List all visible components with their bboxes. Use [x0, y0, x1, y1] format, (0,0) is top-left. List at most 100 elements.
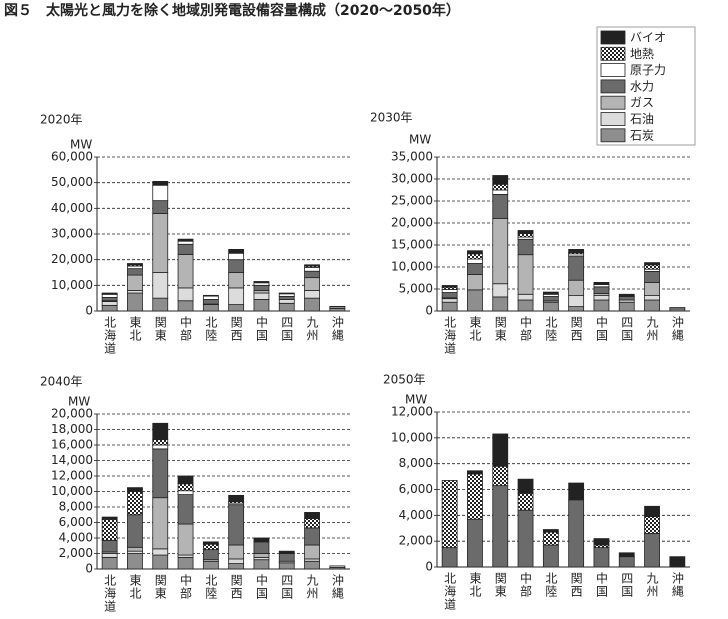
legend-swatch: [600, 46, 626, 61]
bar-segment: [441, 547, 458, 568]
y-tick-label: 50,000: [51, 175, 93, 189]
bar-segment: [228, 272, 245, 289]
bar-segment: [517, 230, 534, 234]
y-tick-label: 2,000: [399, 534, 433, 548]
bar-segment: [568, 306, 585, 312]
bar-segment: [593, 538, 610, 546]
x-tick-label: 沖縄: [670, 572, 684, 598]
x-tick-label: 東北: [128, 316, 142, 342]
bar-segment: [177, 287, 194, 302]
bar-segment: [101, 293, 118, 298]
x-tick-label: 関東: [493, 572, 507, 598]
y-tick-label: 16,000: [51, 438, 93, 452]
bar-segment: [304, 270, 320, 279]
y-tick-label: 25,000: [391, 194, 433, 208]
bar-segment: [618, 293, 635, 297]
bar-segment: [228, 287, 245, 305]
y-axis-label: MW: [70, 138, 92, 152]
x-tick-label: 中部: [179, 315, 193, 342]
bar-segment: [644, 516, 660, 534]
y-axis-label: MW: [405, 393, 427, 407]
bar-segment: [517, 299, 534, 312]
bar-segment: [593, 547, 610, 568]
x-tick-label: 中国: [254, 315, 268, 342]
bar-segment: [492, 175, 509, 185]
y-tick-label: 60,000: [51, 150, 93, 164]
figure-title: 図５ 太陽光と風力を除く地域別発電設備容量構成（2020〜2050年）: [4, 2, 460, 19]
bar-segment: [127, 263, 143, 266]
bar-segment: [101, 539, 118, 553]
bar-segment: [517, 293, 534, 301]
bar-segment: [177, 523, 194, 556]
bar-segment: [618, 552, 635, 558]
y-tick-label: 14,000: [51, 453, 93, 467]
bar-segment: [644, 533, 660, 568]
bar-segment: [177, 494, 194, 525]
bar-segment: [101, 516, 118, 520]
bar-segment: [593, 295, 610, 301]
x-tick-label: 中部: [519, 315, 533, 342]
bar-segment: [177, 243, 194, 255]
bar-segment: [517, 509, 534, 568]
y-tick-label: 40,000: [51, 201, 93, 215]
bar-segment: [101, 292, 118, 295]
bar-segment: [492, 189, 509, 195]
x-tick-label: 東北: [468, 316, 482, 342]
bar-segment: [441, 285, 458, 288]
x-tick-label: 中国: [594, 571, 608, 598]
bar-segment: [152, 548, 169, 556]
bar-segment: [593, 281, 610, 285]
bar-segment: [304, 544, 320, 560]
panel-title: 2030年: [370, 111, 413, 125]
bar-segment: [441, 480, 458, 549]
bar-segment: [152, 213, 169, 273]
bar-segment: [177, 556, 194, 570]
x-tick-label: 四国: [280, 574, 294, 600]
bar-segment: [304, 266, 320, 272]
bar-segment: [152, 184, 169, 202]
bar-segment: [202, 541, 219, 545]
y-tick-label: 4,000: [399, 508, 433, 522]
bar-segment: [228, 248, 245, 254]
bar-segment: [152, 272, 169, 299]
bar-segment: [542, 301, 559, 312]
panel-title: 2050年: [383, 373, 426, 387]
bar-segment: [101, 301, 118, 306]
bar-segment: [644, 281, 660, 296]
bar-segment: [517, 492, 534, 511]
bar-segment: [127, 268, 143, 276]
bar-segment: [127, 553, 143, 570]
legend-label: ガス: [630, 96, 654, 110]
panel-title: 2040年: [40, 375, 83, 389]
bar-segment: [492, 433, 509, 467]
bar-segment: [568, 248, 585, 253]
bar-segment: [202, 560, 219, 570]
x-tick-label: 北海道: [103, 316, 117, 355]
bar-segment: [467, 253, 483, 260]
y-tick-label: 20,000: [391, 216, 433, 230]
bar-segment: [177, 240, 194, 245]
y-tick-label: 8,000: [59, 500, 93, 514]
x-tick-label: 関東: [493, 316, 507, 342]
y-tick-label: 20,000: [51, 407, 93, 421]
bar-segment: [618, 301, 635, 312]
x-tick-label: 九州: [305, 574, 319, 600]
legend-label: 石油: [630, 112, 654, 126]
legend-label: 原子力: [630, 63, 666, 77]
x-tick-label: 関西: [569, 572, 583, 598]
bar-segment: [177, 254, 194, 289]
bar-segment: [278, 292, 295, 295]
bar-segment: [202, 543, 219, 551]
bar-segment: [127, 514, 143, 548]
bar-segment: [441, 289, 458, 293]
x-tick-label: 中国: [254, 573, 268, 600]
bar-segment: [177, 490, 194, 496]
bar-segment: [278, 295, 295, 300]
bar-segment: [568, 295, 585, 308]
bar-segment: [568, 482, 585, 501]
legend-swatch: [600, 112, 626, 126]
bar-segment: [467, 289, 483, 312]
bar-segment: [644, 295, 660, 301]
y-tick-label: 12,000: [51, 469, 93, 483]
y-tick-label: 10,000: [51, 484, 93, 498]
